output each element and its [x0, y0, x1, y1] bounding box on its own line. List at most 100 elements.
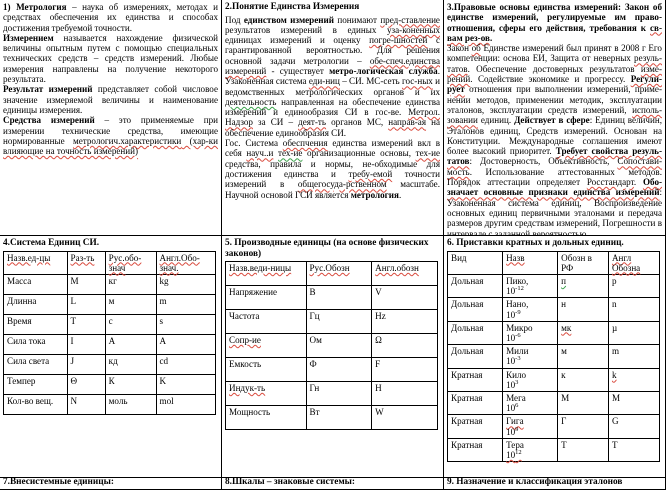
cell-en: p	[607, 273, 660, 299]
cell-kind: Кратная	[446, 390, 504, 416]
power-base: 10	[506, 309, 516, 320]
cell-3-legal-basis: 3.Правовые основы единства измерений: За…	[443, 0, 666, 236]
cell-ru: кд	[104, 353, 157, 375]
cell-en: V	[371, 285, 438, 310]
cell-kind: Кратная	[446, 367, 504, 392]
spellcheck-nauch-i: науч..и	[246, 148, 274, 159]
instruments-definition-tail: (хар-ки влияющие на точность измерений)	[3, 135, 218, 157]
cell-ru: Ф	[305, 357, 373, 382]
spellcheck-pogreshnostey: погре-шностей	[369, 35, 428, 46]
col-header-ru-symbol: Обозн в РФ	[557, 250, 609, 275]
paragraph-metrology-definition: 1) Метрология – наука об измерениях, мет…	[3, 2, 218, 33]
spellcheck-gosnyh: гос-ных	[401, 76, 433, 87]
cell-en: mol	[155, 393, 216, 415]
power-exponent: 6	[515, 402, 519, 410]
cell-ru: A	[104, 333, 157, 355]
cell-prefix-name: Микро 10-6	[502, 320, 559, 346]
cell-en: K	[155, 373, 216, 395]
term-measurement-result: Результат измерений	[3, 84, 93, 95]
txt-p2-8: .	[398, 189, 402, 200]
col-header-en-symbol: Англ.Обо-знач.	[159, 252, 200, 273]
cell-dimension: N	[66, 393, 106, 415]
cell-kind: Дольная	[446, 297, 504, 322]
cell-name: Мощность	[225, 405, 307, 430]
txt-c3-6: единиц.	[477, 115, 515, 126]
power-exponent: 3	[515, 378, 519, 386]
txt-12: на обеспечение единообразия СИ.	[225, 117, 441, 138]
power-base: 10	[506, 286, 516, 297]
cell-ru: кг	[104, 273, 157, 295]
col-header-dimension: Раз-ть	[70, 252, 95, 263]
cell-ru: Гц	[305, 309, 373, 334]
cell-ru: с	[104, 313, 157, 335]
cell-en: kg	[155, 273, 216, 295]
paragraph-state-system: Гос. Система обеспчения единства измерен…	[225, 138, 440, 200]
spellcheck-rezultatov: резуль-татов	[447, 53, 662, 74]
table-row: Масса M кг kg	[3, 273, 216, 295]
table-row: Дольная Пико, 10-12 п p	[446, 273, 660, 299]
spellcheck-edinic: еди-ниц	[308, 76, 340, 87]
txt-pre: Под	[225, 14, 244, 25]
spellcheck-deyatelnost: деятельность	[225, 96, 277, 107]
cell-8-scales: 8.Шкалы – знаковые системы:	[221, 477, 444, 490]
power-exponent: -9	[515, 308, 521, 316]
txt-c3-9: . Использование аттестованных методов. П…	[447, 166, 662, 188]
cell-en: cd	[155, 353, 216, 375]
power-base: 10	[506, 379, 516, 390]
cell-kind: Дольная	[446, 344, 504, 369]
table-derived-units-body: Назв.веди-ницы Рус.Обозн Англ.обозн Напр…	[225, 261, 438, 430]
prefix-name: Нано,	[506, 299, 529, 310]
prefix-name: Кило	[506, 369, 527, 380]
spellcheck-tehie-2: тех-ие	[415, 148, 440, 159]
paragraph-measurement-definition: Измерением называется нахождение физичес…	[3, 33, 218, 84]
power-exponent: 9	[515, 425, 519, 433]
heading-cell-3-tail: .	[489, 32, 493, 43]
txt-c3-8: : Достоверность, Объективность,	[469, 156, 618, 167]
prefix-name: Гига	[506, 416, 524, 427]
txt-c3-2: Единстве измерений был принят в 2008 г Е…	[447, 43, 662, 64]
cell-en: s	[155, 313, 216, 335]
cell-name: Темпер	[3, 373, 68, 395]
txt-p2-5: средства, правила и нормы, не-обходимые …	[225, 158, 440, 179]
col-header-ru-symbol: Рус.Обозн	[309, 263, 350, 273]
cell-ru: м	[557, 344, 609, 369]
cell-name: Длинна	[3, 293, 68, 315]
spellcheck-obespchenia: обеспчения	[282, 138, 328, 149]
cell-en: A	[155, 333, 216, 355]
cell-en: H	[371, 381, 438, 406]
spellcheck-metrological-characteristics: метрологич.характеристики	[72, 135, 182, 146]
spellcheck-tehie-1: тех-ие	[278, 148, 303, 159]
spellcheck-izmereniy: изме-рений	[447, 63, 662, 85]
table-row: Дольная Мили 10-3 м m	[446, 344, 660, 369]
cell-7-nonsystem-units: 7.Внесистемные единицы:	[0, 477, 222, 490]
table-row: Дольная Нано, 10-9 н n	[446, 297, 660, 322]
cell-name: Сила света	[3, 353, 68, 375]
measurement-definition-text: называется нахождение физической величин…	[3, 32, 218, 85]
term-reguliruet: Регули-рует	[447, 74, 662, 95]
table-row: Кратная Тера 1012 Т T	[446, 437, 660, 463]
txt-9: направленная на обеспечение единства изм…	[225, 96, 440, 118]
table-row: Индук-ть Гн H	[225, 381, 438, 406]
table-row: Напряжение В V	[225, 285, 438, 310]
cell-5-derived-units: 5. Производные единицы (на основе физиче…	[221, 235, 444, 478]
spellcheck-sopostavimost: Сопостави-мость	[447, 156, 662, 177]
heading-cell-6: 6. Приставки кратных и дольных единиц.	[447, 238, 624, 248]
cell-ru: Вт	[305, 405, 373, 430]
spellcheck-ispolzovanii: исполь-зовании	[447, 104, 662, 126]
cell-en: G	[607, 414, 660, 439]
table-row: Мощность Вт W	[225, 405, 438, 430]
cell-name: Время	[3, 313, 68, 335]
table-row: Сила света J кд cd	[3, 353, 216, 375]
txt-7: – СИ. МС-сеть	[339, 76, 402, 87]
table-row: Сопр-ие Ом Ω	[225, 333, 438, 358]
prefix-name: Микро	[506, 322, 533, 333]
power-exponent: -6	[515, 331, 521, 339]
cell-name: Масса	[3, 273, 68, 295]
cell-prefix-name: Мега 106	[502, 390, 559, 416]
cell-2-unity-of-measurement: 2.Понятие Единства Измерения Под единств…	[221, 0, 444, 236]
cell-6-prefixes: 6. Приставки кратных и дольных единиц. В…	[443, 235, 666, 478]
col-header-kind: Вид	[446, 250, 504, 275]
term-unity-of-measurements: единством измерений	[243, 14, 334, 25]
cell-kind: Кратная	[446, 414, 504, 439]
heading-cell-2: 2.Понятие Единства Измерения	[225, 2, 360, 12]
